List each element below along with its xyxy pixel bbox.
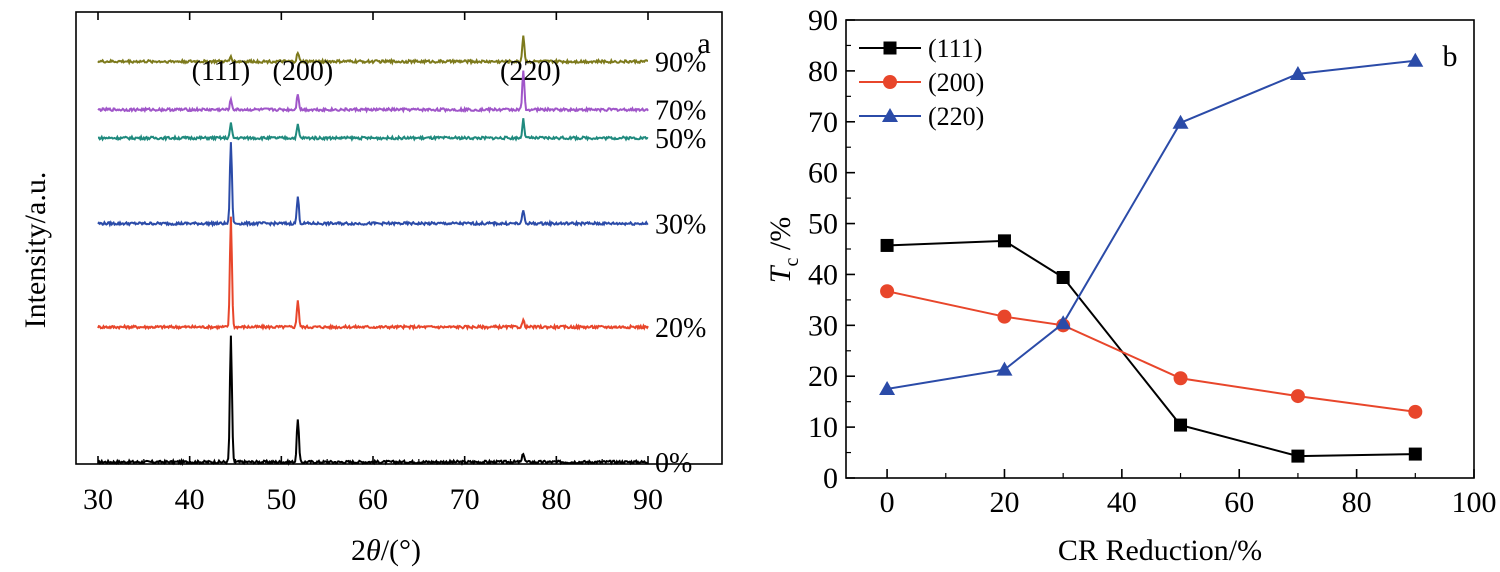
xrd-series-30-line bbox=[97, 142, 649, 228]
panel-a-x-tick-label-50: 50 bbox=[266, 483, 296, 516]
texture-point-220-x20 bbox=[996, 361, 1013, 376]
panel-b-y-tick-label-0: 0 bbox=[823, 462, 838, 495]
panel-b-legend: (111) (200) (220) bbox=[859, 34, 984, 131]
panel-a-x-tick-label-60: 60 bbox=[358, 483, 388, 516]
texture-point-200-x0 bbox=[880, 284, 895, 299]
xrd-series-label-70: 70% bbox=[655, 96, 706, 127]
panel-b-y-axis-label: Tc /% bbox=[764, 217, 803, 283]
panel-a-xrd-chart: (111) (200) (220) 0% 20% 30% 50%70% 90% 30 40 50… bbox=[19, 11, 723, 567]
panel-b-y-tick-label-90: 90 bbox=[808, 4, 838, 37]
panel-b-series-group bbox=[879, 52, 1424, 463]
xrd-series-label-50: 50% bbox=[655, 124, 706, 155]
panel-a-label: a bbox=[697, 27, 710, 60]
texture-point-200-x70 bbox=[1290, 389, 1305, 404]
peak-label-220: (220) bbox=[500, 56, 561, 87]
legend-marker-220 bbox=[882, 108, 898, 122]
panel-b-x-tick-label-0: 0 bbox=[880, 486, 895, 519]
panel-b-x-tick-label-40: 40 bbox=[1107, 486, 1137, 519]
panel-a-y-axis-label: Intensity/a.u. bbox=[19, 172, 52, 329]
legend-marker-200 bbox=[883, 75, 897, 89]
legend-label-220: (220) bbox=[928, 102, 984, 131]
texture-point-220-x0 bbox=[879, 380, 896, 395]
texture-point-111-x20 bbox=[997, 234, 1011, 248]
panel-b-x-tick-label-20: 20 bbox=[989, 486, 1019, 519]
panel-b-y-tick-label-50: 50 bbox=[808, 208, 838, 241]
panel-b-x-tick-label-100: 100 bbox=[1452, 486, 1497, 519]
legend-label-200: (200) bbox=[928, 68, 984, 97]
panel-b-y-tick-label-70: 70 bbox=[808, 106, 838, 139]
panel-a-frame bbox=[75, 11, 723, 465]
panel-b-y-tick-label-60: 60 bbox=[808, 157, 838, 190]
panel-b-x-axis-label: CR Reduction/% bbox=[1058, 534, 1262, 567]
panel-a-x-ticks: 30 40 50 60 70 80 90 bbox=[83, 12, 663, 516]
xrd-series-label-30: 30% bbox=[655, 210, 706, 241]
xrd-series-20-line bbox=[97, 216, 649, 331]
panel-a-x-tick-label-90: 90 bbox=[633, 483, 663, 516]
texture-point-220-x70 bbox=[1289, 65, 1306, 80]
panel-b-y-tick-label-10: 10 bbox=[808, 411, 838, 444]
texture-point-220-x90 bbox=[1407, 52, 1424, 67]
texture-series-220-line bbox=[886, 59, 1416, 390]
texture-point-111-x50 bbox=[1174, 418, 1188, 432]
panel-a-x-tick-label-70: 70 bbox=[450, 483, 480, 516]
texture-point-111-x30 bbox=[1056, 270, 1070, 284]
peak-label-111: (111) bbox=[192, 56, 251, 87]
legend-label-111: (111) bbox=[928, 34, 982, 63]
texture-point-111-x70 bbox=[1291, 449, 1305, 463]
texture-point-111-x0 bbox=[880, 238, 894, 252]
texture-point-200-x90 bbox=[1408, 404, 1423, 419]
texture-point-200-x50 bbox=[1173, 371, 1188, 386]
panel-a-x-axis-label: 2θ/(°) bbox=[351, 534, 421, 567]
xrd-series-label-0: 0% bbox=[655, 448, 692, 479]
panel-b-label: b bbox=[1443, 40, 1458, 73]
panel-b-y-tick-label-20: 20 bbox=[808, 360, 838, 393]
texture-point-111-x90 bbox=[1408, 447, 1422, 461]
peak-label-200: (200) bbox=[273, 56, 334, 87]
texture-point-220-x50 bbox=[1172, 114, 1189, 129]
panel-b-y-tick-label-40: 40 bbox=[808, 258, 838, 291]
xrd-series-50-line bbox=[97, 118, 649, 142]
xrd-series-label-90: 90% bbox=[655, 48, 706, 79]
panel-b-y-tick-label-30: 30 bbox=[808, 309, 838, 342]
texture-series-111-line bbox=[887, 239, 1416, 458]
texture-point-200-x20 bbox=[997, 309, 1012, 324]
texture-series-200-line bbox=[886, 290, 1416, 413]
texture-point-220-x30 bbox=[1055, 315, 1072, 330]
legend-marker-111 bbox=[883, 41, 897, 55]
panel-b-x-tick-label-60: 60 bbox=[1224, 486, 1254, 519]
panel-a-series-labels: 0% 20% 30% 50%70% 90% bbox=[655, 48, 706, 480]
panel-b-axes: 0 20 40 60 80 100 0 10 20 30 40 50 60 70 80 90 bbox=[808, 4, 1497, 519]
panel-a-x-tick-label-80: 80 bbox=[541, 483, 571, 516]
xrd-series-90-line bbox=[97, 35, 648, 66]
panel-b-y-tick-label-80: 80 bbox=[808, 55, 838, 88]
panel-a-x-tick-label-30: 30 bbox=[83, 483, 113, 516]
panel-a-series-group bbox=[97, 35, 649, 467]
panel-a-peak-labels: (111) (200) (220) bbox=[192, 56, 561, 87]
panel-b-texture-chart: 0 20 40 60 80 100 0 10 20 30 40 50 60 70 80 90 (111) (20… bbox=[764, 4, 1497, 567]
xrd-series-0-line bbox=[97, 335, 648, 467]
xrd-series-label-20: 20% bbox=[655, 313, 706, 344]
panel-b-x-tick-label-80: 80 bbox=[1342, 486, 1372, 519]
panel-a-x-tick-label-40: 40 bbox=[175, 483, 205, 516]
xrd-series-70-line bbox=[97, 70, 649, 114]
